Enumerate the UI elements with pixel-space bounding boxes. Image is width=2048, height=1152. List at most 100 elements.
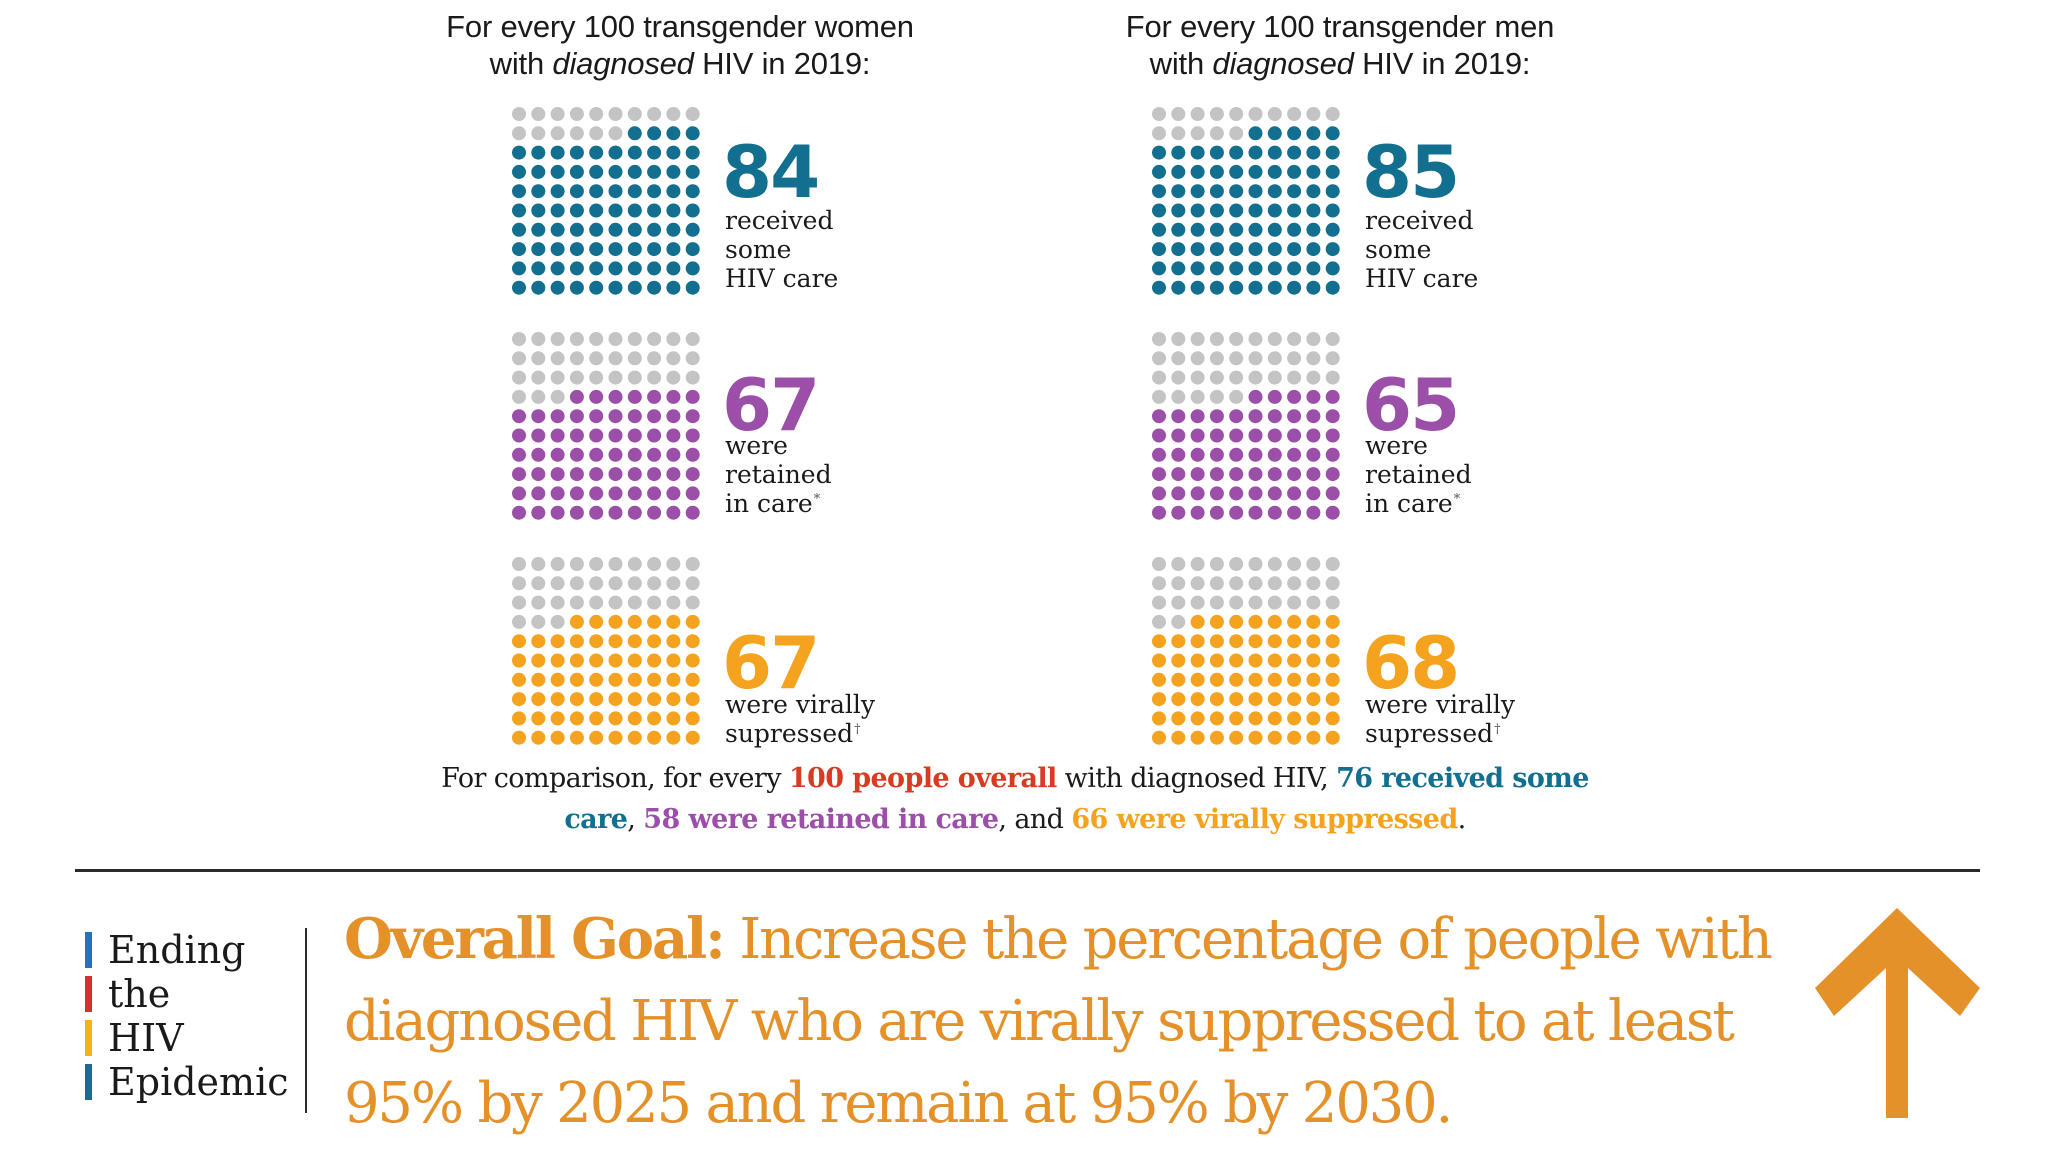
waffle-dot-filled	[666, 486, 681, 501]
waffle-dot-filled	[1229, 203, 1244, 218]
waffle-dot-filled	[550, 428, 565, 443]
waffle-dot-filled	[685, 730, 700, 745]
waffle-dot-filled	[569, 447, 584, 462]
waffle-dot-filled	[647, 505, 662, 520]
waffle-dot-filled	[608, 634, 623, 649]
waffle-dot-filled	[627, 203, 642, 218]
waffle-dot-empty	[627, 595, 642, 610]
waffle-dot-filled	[685, 409, 700, 424]
waffle-dot-filled	[1267, 467, 1282, 482]
waffle-dot-filled	[569, 730, 584, 745]
waffle-dot-filled	[666, 672, 681, 687]
metric-label-text: were virally supressed	[1365, 690, 1515, 748]
waffle-dot-filled	[589, 653, 604, 668]
waffle-dot-empty	[685, 107, 700, 121]
waffle-dot-filled	[1229, 428, 1244, 443]
waffle-dot-filled	[1152, 222, 1166, 237]
waffle-dot-filled	[647, 711, 662, 726]
waffle-dot-filled	[1190, 428, 1205, 443]
waffle-dot-filled	[589, 145, 604, 160]
waffle-dot-filled	[1325, 126, 1340, 141]
waffle-dot-filled	[666, 389, 681, 404]
waffle-dot-empty	[627, 332, 642, 346]
waffle-dot-filled	[647, 428, 662, 443]
waffle-dot-filled	[1190, 505, 1205, 520]
waffle-dot-empty	[531, 576, 546, 591]
waffle-dot-filled	[531, 672, 546, 687]
waffle-dot-filled	[1306, 486, 1321, 501]
waffle-dot-filled	[1229, 164, 1244, 179]
waffle-dot-empty	[531, 370, 546, 385]
waffle-dot-filled	[1171, 505, 1186, 520]
waffle-dot-filled	[1171, 184, 1186, 199]
waffle-dot-empty	[1190, 595, 1205, 610]
waffle-dot-empty	[512, 389, 526, 404]
waffle-dot-filled	[666, 653, 681, 668]
logo-word: HIV	[108, 1016, 184, 1060]
waffle-dot-empty	[1306, 351, 1321, 366]
waffle-dot-empty	[1325, 576, 1340, 591]
waffle-dot-empty	[1229, 576, 1244, 591]
waffle-dot-filled	[1171, 730, 1186, 745]
waffle-dot-filled	[512, 164, 526, 179]
metric-label: were virally supressed†	[1365, 690, 1515, 748]
waffle-dot-filled	[608, 672, 623, 687]
waffle-dot-empty	[1152, 614, 1166, 629]
metric-label: were retained in care*	[725, 431, 832, 518]
waffle-dot-filled	[608, 242, 623, 257]
waffle-dot-empty	[1190, 107, 1205, 121]
waffle-dot-filled	[1248, 428, 1263, 443]
waffle-dot-filled	[1287, 711, 1302, 726]
waffle-dot-empty	[627, 351, 642, 366]
waffle-dot-filled	[512, 222, 526, 237]
waffle-dot-empty	[512, 126, 526, 141]
waffle-dot-filled	[1325, 730, 1340, 745]
waffle-dot-empty	[550, 370, 565, 385]
waffle-dot-empty	[1306, 576, 1321, 591]
waffle-dot-filled	[608, 653, 623, 668]
waffle-dot-filled	[1171, 486, 1186, 501]
goal-lead: Overall Goal:	[344, 906, 726, 972]
waffle-dot-filled	[1287, 222, 1302, 237]
waffle-dot-filled	[1325, 203, 1340, 218]
waffle-dot-empty	[1229, 389, 1244, 404]
waffle-dot-filled	[608, 711, 623, 726]
waffle-dot-empty	[1325, 107, 1340, 121]
waffle-dot-empty	[627, 107, 642, 121]
waffle-dot-empty	[647, 107, 662, 121]
waffle-dot-filled	[1152, 653, 1166, 668]
waffle-dot-empty	[1325, 557, 1340, 571]
comparison-text: For comparison, for every 100 people ove…	[420, 758, 1610, 840]
waffle-dot-empty	[1287, 351, 1302, 366]
waffle-dot-filled	[608, 505, 623, 520]
waffle-dot-filled	[685, 467, 700, 482]
waffle-dot-filled	[550, 145, 565, 160]
logo-row: Ending	[85, 928, 289, 972]
waffle-dot-filled	[1267, 672, 1282, 687]
waffle-dot-empty	[685, 370, 700, 385]
waffle-dot-filled	[608, 730, 623, 745]
waffle-dot-filled	[1248, 126, 1263, 141]
waffle-dot-filled	[608, 692, 623, 707]
waffle-dot-empty	[569, 126, 584, 141]
waffle-dot-filled	[1306, 692, 1321, 707]
waffle-dot-filled	[589, 409, 604, 424]
waffle-dot-filled	[550, 222, 565, 237]
waffle-dot-filled	[589, 184, 604, 199]
waffle-dot-empty	[1171, 332, 1186, 346]
waffle-dot-filled	[1152, 164, 1166, 179]
waffle-dot-filled	[627, 447, 642, 462]
waffle-dot-filled	[1287, 203, 1302, 218]
waffle-dot-filled	[589, 261, 604, 276]
waffle-dot-filled	[1325, 653, 1340, 668]
waffle-dot-filled	[647, 280, 662, 295]
waffle-dot-filled	[647, 486, 662, 501]
waffle-dot-empty	[1325, 332, 1340, 346]
waffle-dot-filled	[1248, 634, 1263, 649]
metric-label-text: were virally supressed	[725, 690, 875, 748]
waffle-dot-empty	[1229, 332, 1244, 346]
waffle-dot-filled	[1248, 164, 1263, 179]
waffle-dot-filled	[589, 692, 604, 707]
waffle-dot-empty	[1152, 576, 1166, 591]
waffle-dot-empty	[1306, 107, 1321, 121]
